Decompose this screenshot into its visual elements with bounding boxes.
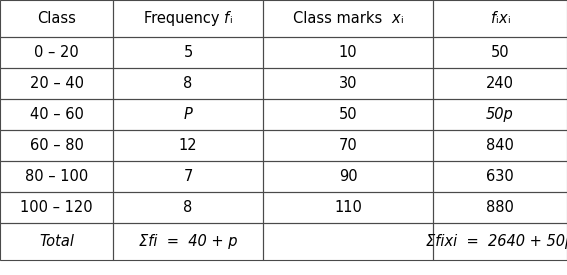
Text: 630: 630 xyxy=(486,169,514,184)
Text: 20 – 40: 20 – 40 xyxy=(29,76,83,91)
Text: 880: 880 xyxy=(486,200,514,215)
Text: 80 – 100: 80 – 100 xyxy=(25,169,88,184)
Bar xyxy=(263,99,433,130)
Bar xyxy=(113,192,263,223)
Bar xyxy=(0,37,113,68)
Text: 240: 240 xyxy=(486,76,514,91)
Bar xyxy=(433,37,567,68)
Bar xyxy=(113,99,263,130)
Bar xyxy=(113,223,263,260)
Bar xyxy=(263,161,433,192)
Text: ᵢ: ᵢ xyxy=(400,11,403,26)
Bar xyxy=(0,161,113,192)
Bar xyxy=(263,68,433,99)
Text: x: x xyxy=(392,11,400,26)
Text: ᵢ: ᵢ xyxy=(507,11,510,26)
Bar xyxy=(263,0,433,37)
Bar xyxy=(0,192,113,223)
Text: 50: 50 xyxy=(490,45,509,60)
Text: 90: 90 xyxy=(338,169,357,184)
Text: Class marks: Class marks xyxy=(293,11,392,26)
Text: 5: 5 xyxy=(183,45,193,60)
Text: 110: 110 xyxy=(334,200,362,215)
Text: x: x xyxy=(498,11,507,26)
Text: P: P xyxy=(184,107,192,122)
Text: 7: 7 xyxy=(183,169,193,184)
Bar xyxy=(263,192,433,223)
Text: 0 – 20: 0 – 20 xyxy=(34,45,79,60)
Text: ᵢ: ᵢ xyxy=(496,11,498,26)
Bar xyxy=(113,130,263,161)
Text: Class: Class xyxy=(37,11,76,26)
Text: 50p: 50p xyxy=(486,107,514,122)
Text: 840: 840 xyxy=(486,138,514,153)
Text: Total: Total xyxy=(39,234,74,249)
Text: 40 – 60: 40 – 60 xyxy=(29,107,83,122)
Text: 70: 70 xyxy=(338,138,357,153)
Bar xyxy=(263,130,433,161)
Text: Frequency: Frequency xyxy=(144,11,224,26)
Bar xyxy=(433,161,567,192)
Bar xyxy=(0,223,113,260)
Bar xyxy=(0,68,113,99)
Bar xyxy=(113,0,263,37)
Bar xyxy=(113,37,263,68)
Text: 8: 8 xyxy=(183,76,193,91)
Bar xyxy=(433,99,567,130)
Bar xyxy=(263,37,433,68)
Bar xyxy=(0,0,113,37)
Text: 100 – 120: 100 – 120 xyxy=(20,200,93,215)
Text: 10: 10 xyxy=(338,45,357,60)
Text: Σfi  =  40 + p: Σfi = 40 + p xyxy=(139,234,237,249)
Text: 50: 50 xyxy=(338,107,357,122)
Text: ᵢ: ᵢ xyxy=(229,11,232,26)
Bar xyxy=(433,68,567,99)
Text: 60 – 80: 60 – 80 xyxy=(29,138,83,153)
Bar xyxy=(433,0,567,37)
Bar xyxy=(263,223,433,260)
Bar xyxy=(433,130,567,161)
Text: f: f xyxy=(224,11,229,26)
Text: 12: 12 xyxy=(179,138,197,153)
Text: Σfixi  =  2640 + 50p: Σfixi = 2640 + 50p xyxy=(426,234,567,249)
Bar xyxy=(0,99,113,130)
Text: f: f xyxy=(490,11,496,26)
Bar xyxy=(433,192,567,223)
Text: 30: 30 xyxy=(338,76,357,91)
Bar xyxy=(0,130,113,161)
Bar xyxy=(433,223,567,260)
Text: 8: 8 xyxy=(183,200,193,215)
Bar xyxy=(113,68,263,99)
Bar xyxy=(113,161,263,192)
